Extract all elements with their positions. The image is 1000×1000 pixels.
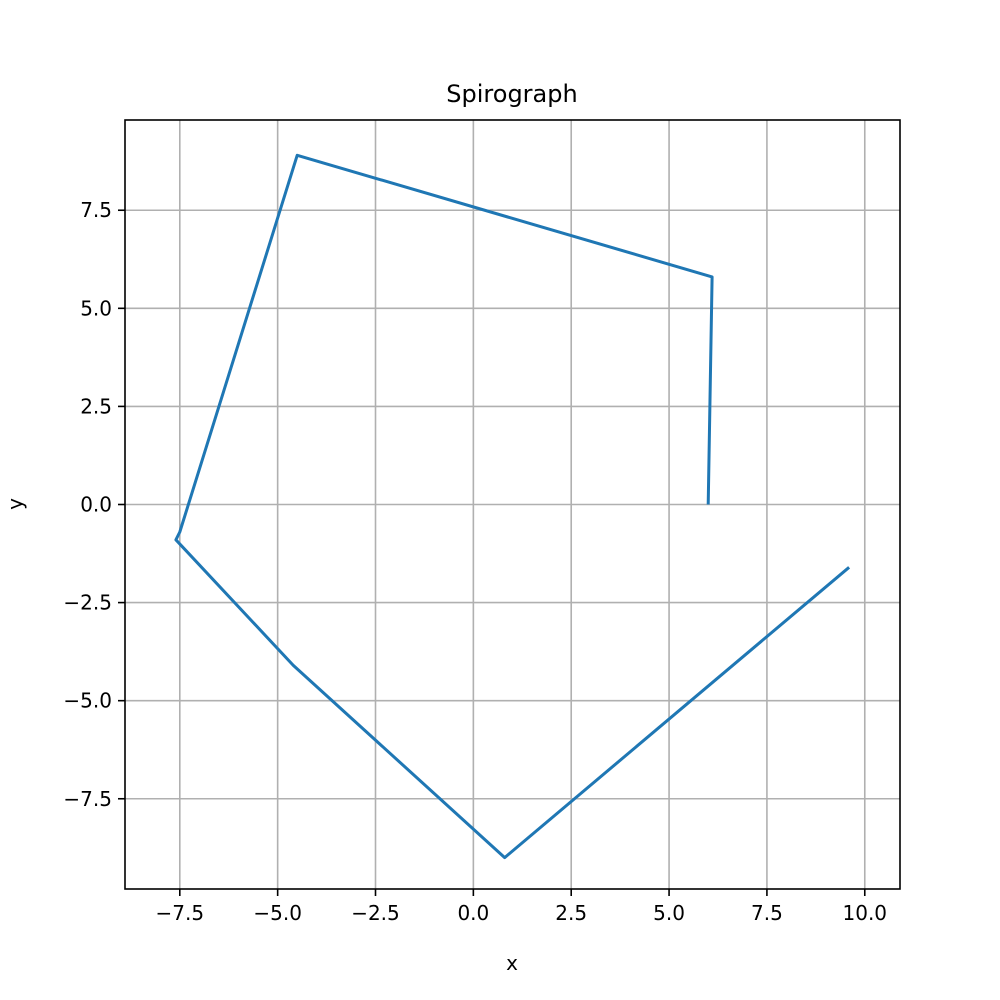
series-line [174,153,851,860]
y-axis-ticks: −7.5 −5.0 −2.5 0.0 2.5 5.0 7.5 [63,198,125,811]
y-tick-label: −2.5 [63,591,112,615]
y-tick-label: −5.0 [63,689,112,713]
y-tick-label: 5.0 [80,296,112,320]
y-tick-label: 0.0 [80,493,112,517]
y-tick-label: −7.5 [63,787,112,811]
chart-title: Spirograph [446,80,577,108]
plot-frame [124,119,901,890]
x-tick-label: 7.5 [751,901,783,925]
x-tick-label: −5.0 [253,901,302,925]
x-tick-label: 10.0 [843,901,888,925]
x-tick-label: −7.5 [156,901,205,925]
grid-lines [125,120,900,889]
x-tick-label: 0.0 [457,901,489,925]
x-tick-label: 2.5 [555,901,587,925]
y-tick-label: 2.5 [80,394,112,418]
y-tick-label: 7.5 [80,198,112,222]
y-axis-label: y [3,498,27,510]
x-tick-label: −2.5 [351,901,400,925]
x-tick-label: 5.0 [653,901,685,925]
x-axis-ticks: −7.5 −5.0 −2.5 0.0 2.5 5.0 7.5 10.0 [156,889,888,925]
x-axis-label: x [506,951,518,975]
